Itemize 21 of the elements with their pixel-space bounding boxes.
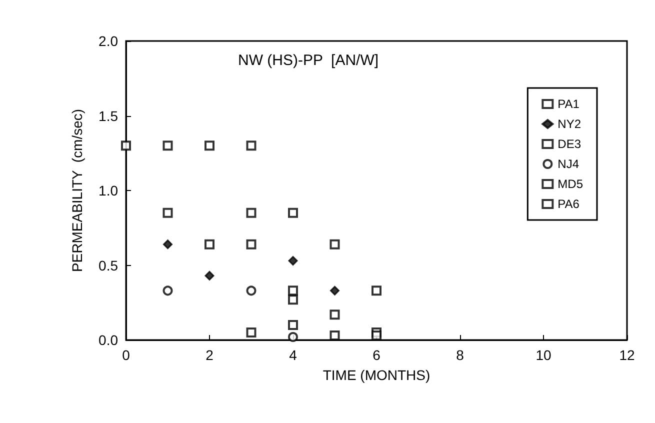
y-tick-label: 1.0	[98, 182, 118, 198]
legend-label: NY2	[558, 117, 582, 131]
x-axis-title: TIME (MONTHS)	[322, 367, 430, 383]
legend-label: DE3	[558, 137, 582, 151]
y-tick-label: 1.5	[98, 108, 118, 124]
y-tick-label: 2.0	[98, 33, 118, 49]
x-tick-label: 2	[206, 347, 214, 363]
text: NW (HS)-PP [AN/W]	[238, 52, 379, 69]
legend-label: MD5	[558, 177, 584, 191]
x-tick-label: 4	[289, 347, 298, 363]
y-tick-label: 0.0	[98, 332, 118, 348]
x-tick-label: 0	[122, 347, 130, 363]
y-axis-title: PERMEABILITY (cm/sec)	[69, 108, 85, 272]
legend-label: PA1	[558, 97, 580, 111]
x-tick-label: 8	[456, 347, 464, 363]
x-tick-label: 12	[619, 347, 635, 363]
y-tick-label: 0.5	[98, 257, 118, 274]
x-tick-label: 10	[536, 347, 552, 363]
legend-label: NJ4	[558, 157, 580, 171]
legend-label: PA6	[558, 197, 580, 211]
x-tick-label: 6	[372, 347, 381, 363]
